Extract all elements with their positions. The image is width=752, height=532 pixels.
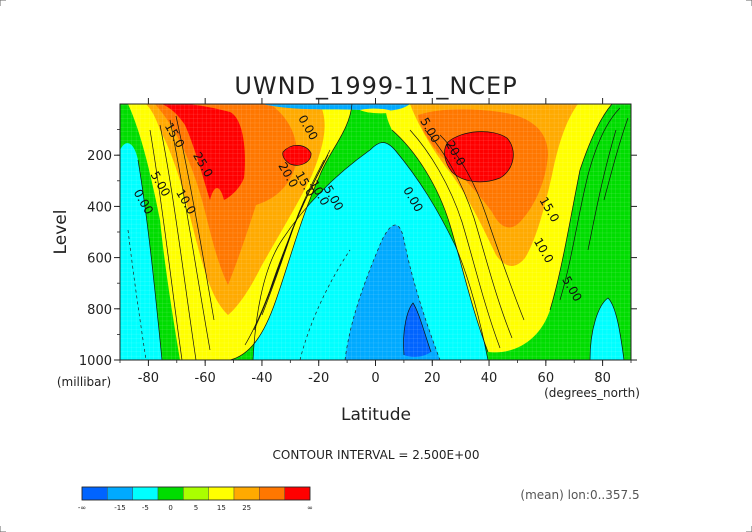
x-tick-label-8: 80 bbox=[594, 371, 611, 386]
x-unit-label: (degrees_north) bbox=[544, 386, 640, 400]
crop-mark-tl bbox=[0, 0, 6, 6]
x-tick-label-4: 0 bbox=[371, 371, 379, 386]
x-tick-label-6: 40 bbox=[481, 371, 498, 386]
y-axis-title: Level bbox=[51, 210, 71, 255]
x-axis-title: Latitude bbox=[341, 405, 411, 425]
x-tick-label-1: -60 bbox=[195, 371, 216, 386]
grid-overlay bbox=[120, 104, 631, 360]
colorbar-swatch-5 bbox=[208, 486, 235, 501]
footer-text: (mean) lon:0..357.5 bbox=[520, 488, 639, 502]
contour-interval-text: CONTOUR INTERVAL = 2.500E+00 bbox=[273, 448, 480, 462]
contour-lines bbox=[137, 104, 629, 360]
contour-field: 15.025.010.05.000.0020.015.010.05.000.00… bbox=[120, 104, 631, 360]
colorbar-label-5: 15 bbox=[217, 504, 226, 512]
colorbar-label-0: -∞ bbox=[78, 504, 86, 512]
colorbar-swatch-3 bbox=[157, 486, 184, 501]
x-axis: -80 -60 -40 -20 0 20 40 60 80 bbox=[119, 98, 632, 386]
colorbar: -∞ -15 -5 0 5 15 25 ∞ bbox=[78, 486, 313, 512]
colorbar-label-3: 0 bbox=[168, 504, 172, 512]
x-tick-label-5: 20 bbox=[424, 371, 441, 386]
y-axis: 200 400 600 800 1000 bbox=[79, 129, 637, 369]
y-tick-label-3: 800 bbox=[87, 303, 112, 318]
x-tick-label-2: -40 bbox=[251, 371, 272, 386]
colorbar-swatch-2 bbox=[132, 486, 159, 501]
x-tick-label-7: 60 bbox=[538, 371, 555, 386]
crop-mark-tr bbox=[746, 0, 752, 6]
colorbar-swatch-4 bbox=[183, 486, 209, 501]
y-tick-label-4: 1000 bbox=[79, 354, 112, 369]
colorbar-label-2: -5 bbox=[142, 504, 149, 512]
colorbar-label-1: -15 bbox=[114, 504, 125, 512]
colorbar-swatch-1 bbox=[107, 486, 133, 501]
y-tick-label-0: 200 bbox=[87, 149, 112, 164]
colorbar-swatch-6 bbox=[233, 486, 260, 501]
contour-lines-dashed bbox=[127, 224, 441, 360]
x-tick-label-3: -20 bbox=[308, 371, 329, 386]
colorbar-label-6: 25 bbox=[242, 504, 251, 512]
crop-mark-br bbox=[746, 526, 752, 532]
colorbar-swatch-8 bbox=[284, 486, 311, 501]
colorbar-swatch-0 bbox=[81, 486, 108, 501]
x-tick-label-0: -80 bbox=[138, 371, 159, 386]
colorbar-swatch-7 bbox=[259, 486, 285, 501]
colorbar-label-4: 5 bbox=[194, 504, 198, 512]
chart-title: UWND_1999-11_NCEP bbox=[234, 72, 517, 100]
colorbar-label-7: ∞ bbox=[307, 504, 313, 512]
colorbar-frame bbox=[81, 486, 311, 501]
y-tick-label-1: 400 bbox=[87, 200, 112, 215]
crop-mark-bl bbox=[0, 526, 6, 532]
y-tick-label-2: 600 bbox=[87, 252, 112, 267]
y-unit-label: (millibar) bbox=[57, 375, 111, 389]
